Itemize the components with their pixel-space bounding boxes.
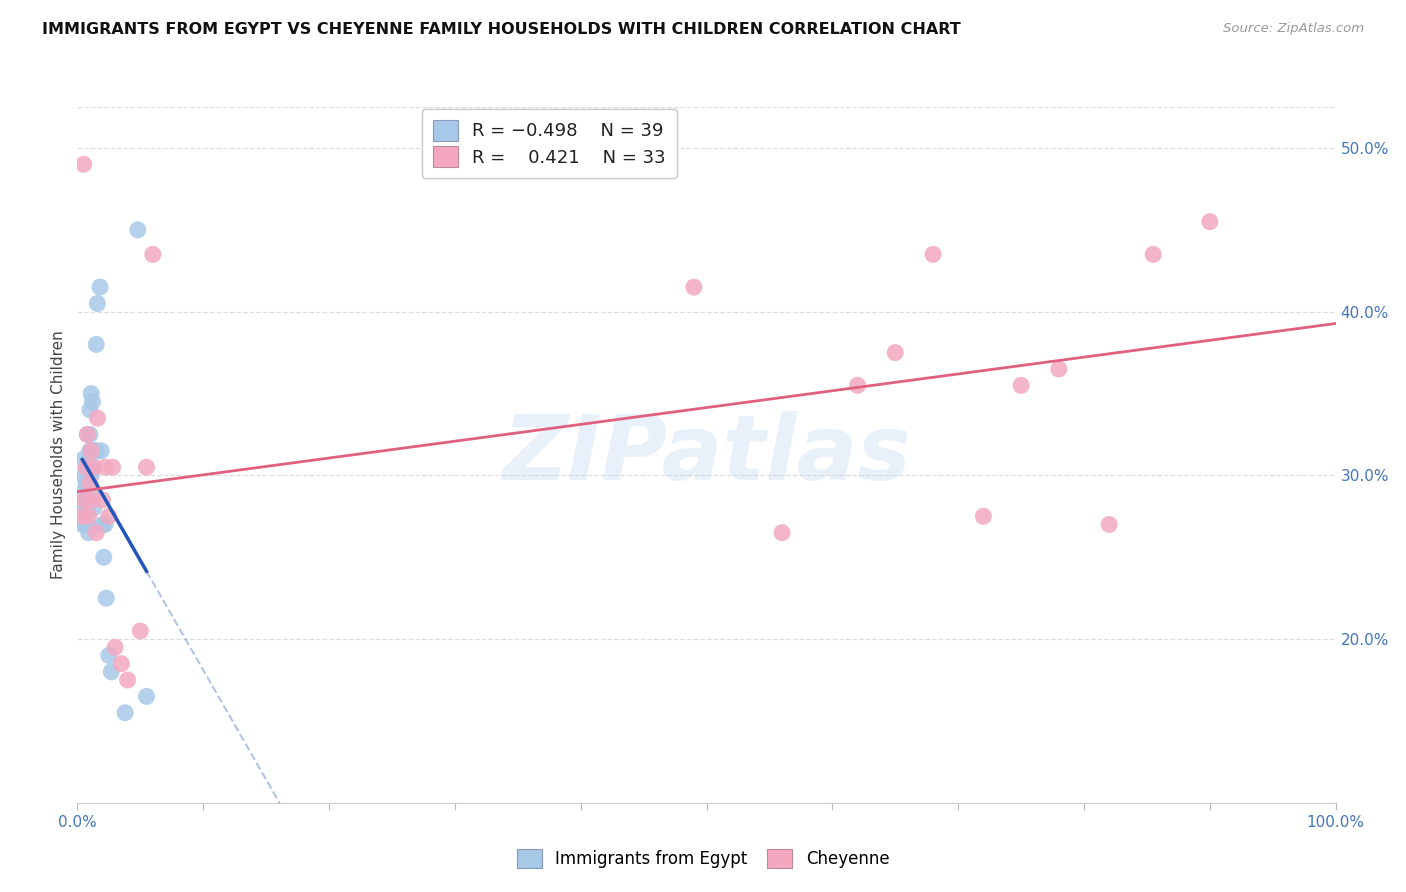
Point (884, 345, 907, 359)
Point (91, 492, 114, 507)
Point (84, 525, 107, 540)
Point (83, 501, 105, 516)
Point (76, 427, 98, 442)
Point (72, 157, 94, 171)
Text: IMMIGRANTS FROM EGYPT VS CHEYENNE FAMILY HOUSEHOLDS WITH CHILDREN CORRELATION CH: IMMIGRANTS FROM EGYPT VS CHEYENNE FAMILY… (42, 22, 960, 37)
Point (73, 492, 96, 507)
Point (79, 427, 101, 442)
Point (1199, 214, 1222, 228)
Point (84, 443, 107, 458)
Point (79, 403, 101, 417)
Point (770, 525, 793, 540)
Point (135, 460, 157, 475)
Point (84, 443, 107, 458)
Point (75, 460, 97, 475)
Point (93, 550, 115, 565)
Point (80, 443, 103, 458)
Legend: Immigrants from Egypt, Cheyenne: Immigrants from Egypt, Cheyenne (510, 842, 896, 875)
Point (83, 460, 105, 475)
Point (76, 501, 98, 516)
Point (77, 509, 100, 524)
Point (91, 517, 114, 532)
Point (922, 247, 945, 261)
Point (129, 624, 152, 638)
Point (77, 525, 100, 540)
Point (82, 394, 104, 409)
Point (82, 492, 104, 507)
Point (94, 517, 117, 532)
Point (94, 460, 117, 475)
Point (114, 706, 136, 720)
Point (972, 509, 994, 524)
Point (72, 484, 94, 499)
Point (82, 484, 104, 499)
Point (79, 476, 101, 491)
Point (1010, 378, 1032, 392)
Point (90, 443, 112, 458)
Point (72, 509, 94, 524)
Point (135, 690, 157, 704)
Point (76, 427, 98, 442)
Point (73, 492, 96, 507)
Point (72, 468, 94, 483)
Point (96, 591, 118, 606)
Point (1047, 362, 1070, 376)
Point (1142, 247, 1164, 261)
Point (97, 509, 120, 524)
Point (79, 443, 101, 458)
Y-axis label: Family Households with Children: Family Households with Children (51, 331, 66, 579)
Point (75, 476, 97, 491)
Point (77, 468, 100, 483)
Point (142, 247, 165, 261)
Point (76, 517, 98, 532)
Point (80, 443, 103, 458)
Point (101, 460, 124, 475)
Point (117, 673, 139, 687)
Point (84, 337, 107, 351)
Text: Source: ZipAtlas.com: Source: ZipAtlas.com (1223, 22, 1364, 36)
Point (73, 517, 96, 532)
Point (72, 517, 94, 532)
Point (127, 223, 149, 237)
Point (110, 657, 132, 671)
Point (72, 452, 94, 467)
Point (846, 378, 869, 392)
Point (1098, 517, 1121, 532)
Point (97, 648, 120, 663)
Point (83, 460, 105, 475)
Point (80, 468, 103, 483)
Point (86, 296, 108, 310)
Point (89, 280, 111, 294)
Point (80, 386, 103, 401)
Point (683, 280, 706, 294)
Point (72, 501, 94, 516)
Point (75, 460, 97, 475)
Text: ZIPatlas: ZIPatlas (502, 411, 911, 499)
Legend: R = −0.498    N = 39, R =    0.421    N = 33: R = −0.498 N = 39, R = 0.421 N = 33 (422, 109, 676, 178)
Point (100, 665, 122, 679)
Point (86, 411, 108, 425)
Point (104, 640, 127, 655)
